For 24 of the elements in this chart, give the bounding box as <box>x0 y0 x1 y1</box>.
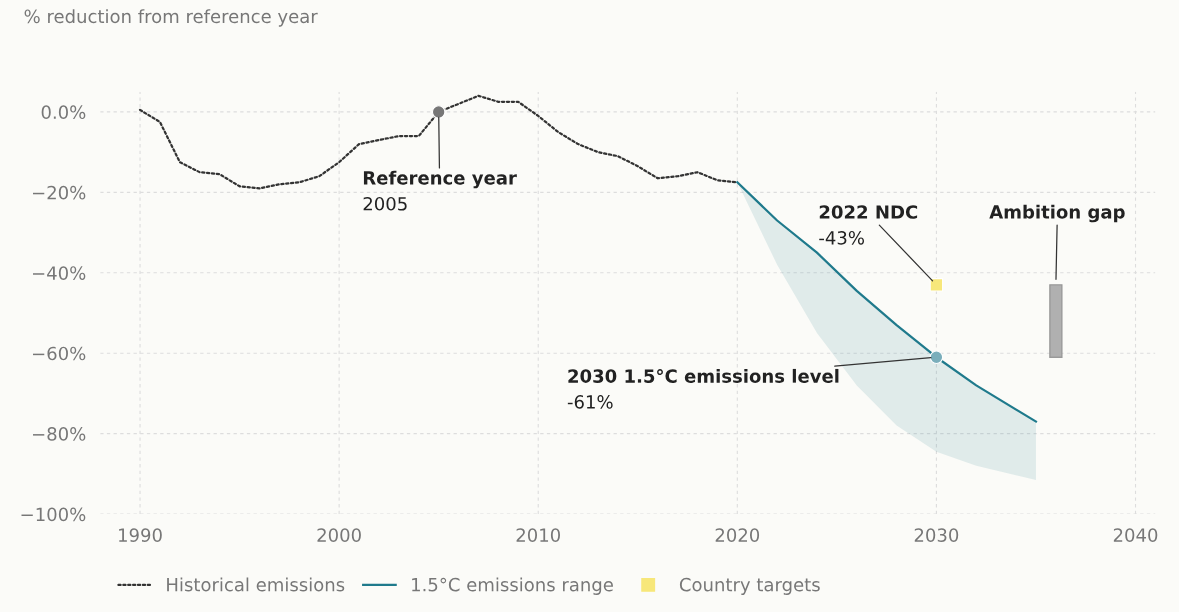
annotation: 2022 NDC -43% <box>819 205 918 245</box>
legend-label: 1.5°C emissions range <box>412 577 613 595</box>
annotation: Ambition gap <box>989 204 1125 223</box>
point <box>929 278 944 292</box>
x-tick-label: 2000 <box>317 528 361 542</box>
y-tick-label: 0.0% <box>41 105 86 120</box>
annotation: Reference year 2005 <box>363 170 517 211</box>
point <box>431 105 446 119</box>
y-tick-label: −80% <box>32 427 86 441</box>
x-tick-label: 2040 <box>1113 528 1158 542</box>
point <box>929 350 944 364</box>
line-series <box>138 94 739 190</box>
x-tick-label: 2020 <box>715 528 760 542</box>
annotation: 2030 1.5°C emissions level -61% <box>567 368 839 409</box>
y-axis-title: % reduction from reference year <box>24 9 318 27</box>
x-tick-label: 2010 <box>516 528 560 542</box>
y-tick-label: −60% <box>32 346 86 361</box>
y-tick-label: −20% <box>32 185 86 200</box>
y-tick-label: −100% <box>21 507 86 522</box>
x-tick-label: 2030 <box>914 528 959 542</box>
legend-label: Country targets <box>679 577 820 595</box>
y-tick-label: −40% <box>32 266 86 280</box>
legend-label: Historical emissions <box>167 577 345 592</box>
x-tick-label: 1990 <box>119 528 162 542</box>
